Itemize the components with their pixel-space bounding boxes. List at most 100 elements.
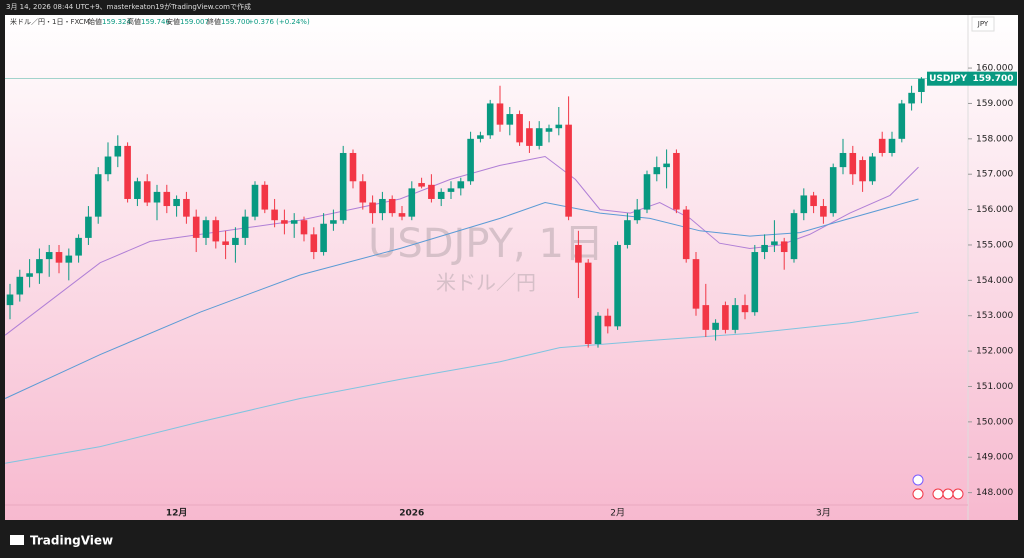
candle-body: [731, 305, 739, 330]
logo-mark: [10, 535, 24, 545]
watermark: USDJPY, 1日: [368, 221, 604, 267]
moving-average: [5, 311, 919, 464]
candle-body: [388, 198, 396, 214]
candle-body: [418, 183, 425, 187]
candle-body: [36, 259, 43, 274]
candle-body: [271, 209, 278, 221]
candle-body: [643, 174, 651, 210]
candle-body: [486, 103, 494, 136]
candle-body: [398, 213, 406, 217]
symbol-box: [927, 71, 969, 86]
candle-body: [594, 315, 602, 345]
candle-body: [45, 252, 53, 260]
candle-body: [516, 114, 523, 143]
event-icons: [912, 474, 964, 500]
candle-body: [888, 138, 896, 153]
x-tick-label: 2月: [610, 508, 625, 519]
candle-body: [300, 220, 308, 235]
open-value: 159.324: [102, 18, 131, 26]
high-value: 159.746: [141, 18, 170, 26]
candle-body: [75, 237, 82, 256]
candle-body: [761, 244, 768, 253]
candle-body: [741, 305, 749, 313]
x-tick-label: 12月: [166, 508, 188, 519]
candle-body: [663, 163, 670, 168]
candle-body: [467, 138, 474, 182]
candle-body: [349, 152, 357, 182]
candle-body: [408, 188, 416, 217]
low-label: 安値: [166, 17, 180, 26]
logo: TradingView: [10, 534, 113, 548]
caption: 3月 14, 2026 08:44 UTC+9、masterkeaton19がT…: [6, 2, 251, 11]
y-tick-label: 150.000: [976, 417, 1013, 427]
candle-body: [153, 191, 161, 203]
y-tick-label: 158.000: [976, 134, 1013, 144]
candle-body: [16, 276, 24, 295]
instrument: 米ドル／円・1日・FXCM: [10, 17, 90, 26]
candle-body: [555, 124, 563, 129]
candle-body: [428, 184, 435, 199]
candle-body: [878, 138, 886, 153]
y-tick-label: 152.000: [976, 347, 1013, 357]
candle-body: [55, 252, 63, 263]
candle-body: [26, 273, 33, 277]
candle-body: [584, 262, 592, 345]
candle-body: [604, 315, 612, 327]
candle-body: [614, 244, 621, 327]
icon: [912, 474, 924, 486]
candle-body: [183, 198, 190, 217]
close-label: 終値: [207, 17, 221, 26]
candle-body: [457, 181, 465, 189]
candle-body: [682, 209, 690, 260]
price-label: 159.700: [973, 74, 1014, 84]
candle-body: [702, 305, 710, 330]
legend: 米ドル／円・1日・FXCM 始値 159.324 高値 159.746 安値 1…: [10, 17, 310, 26]
candle-body: [261, 184, 269, 210]
candle-body: [780, 241, 788, 253]
candle-body: [359, 181, 367, 203]
x-tick-label: 3月: [816, 508, 831, 519]
candle-body: [653, 167, 661, 175]
candle-body: [869, 156, 876, 182]
candle-body: [6, 294, 14, 306]
candle-body: [535, 128, 543, 146]
candle-body: [800, 195, 808, 214]
candle-body: [251, 184, 259, 217]
watermark-sub: 米ドル／円: [436, 271, 536, 295]
y-tick-label: 157.000: [976, 170, 1013, 180]
candle-body: [849, 152, 857, 175]
candle-body: [575, 244, 582, 263]
candle-body: [290, 220, 298, 224]
candle-body: [771, 241, 778, 245]
candle-body: [212, 220, 220, 242]
y-tick-label: 159.000: [976, 99, 1013, 109]
y-tick-label: 153.000: [976, 311, 1013, 321]
moving-average: [4, 155, 919, 336]
candle-body: [339, 152, 347, 221]
icon: [952, 488, 964, 500]
y-tick-label: 160.000: [976, 64, 1013, 74]
candle-body: [65, 255, 73, 263]
candle-body: [898, 103, 906, 139]
candle-body: [751, 252, 759, 313]
y-tick-label: 156.000: [976, 205, 1013, 215]
candle-body: [124, 145, 131, 199]
candle-body: [104, 156, 112, 175]
candle-body: [506, 114, 514, 125]
brand: TradingView: [30, 534, 113, 548]
candle-body: [143, 181, 151, 203]
candle-body: [829, 167, 837, 214]
candle-body: [908, 92, 915, 104]
candle-body: [320, 223, 327, 253]
candle-body: [437, 191, 445, 199]
candle-body: [330, 220, 337, 224]
candle-body: [565, 124, 572, 217]
x-tick-label: 2026: [399, 509, 424, 519]
candle-body: [477, 135, 484, 139]
candle-body: [85, 216, 92, 238]
candle-body: [859, 160, 866, 182]
candle-body: [202, 220, 210, 238]
candle-body: [633, 209, 641, 221]
candle-body: [712, 322, 719, 330]
candle-body: [545, 128, 553, 132]
